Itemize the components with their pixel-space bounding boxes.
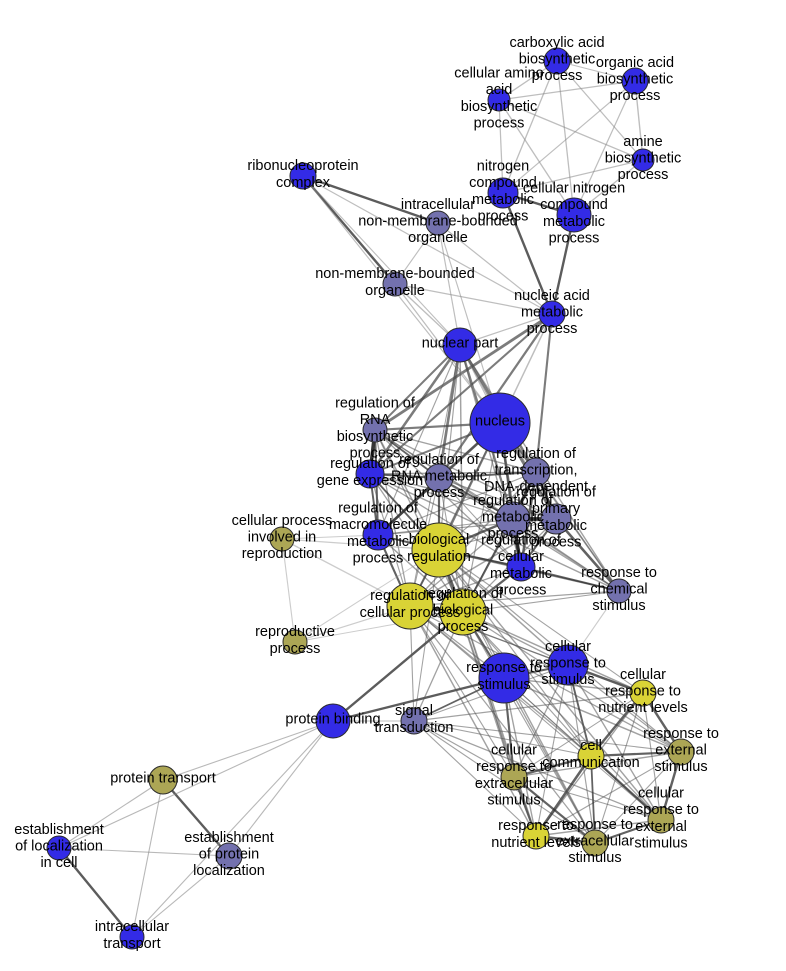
svg-text:chemical: chemical [590,582,647,598]
svg-text:process: process [270,641,321,657]
svg-text:regulation of: regulation of [338,501,419,517]
svg-text:metabolic: metabolic [490,566,552,582]
svg-text:of localization: of localization [15,839,103,855]
svg-text:process: process [618,167,669,183]
svg-text:reproductive: reproductive [255,624,335,640]
svg-text:localization: localization [193,863,265,879]
svg-text:intracellular: intracellular [401,197,475,213]
svg-text:metabolic: metabolic [482,510,544,526]
svg-text:response to: response to [623,802,699,818]
svg-text:extracellular: extracellular [556,834,634,850]
svg-text:nucleic acid: nucleic acid [514,288,590,304]
svg-text:response to: response to [476,759,552,775]
svg-text:stimulus: stimulus [592,598,645,614]
svg-text:cellular: cellular [620,667,666,683]
svg-text:nucleus: nucleus [475,414,525,430]
svg-text:biological: biological [409,532,469,548]
svg-text:process: process [527,321,578,337]
svg-text:metabolic: metabolic [521,305,583,321]
svg-text:response to: response to [530,656,606,672]
svg-text:transcription,: transcription, [494,463,577,479]
svg-text:protein binding: protein binding [285,712,380,728]
svg-text:stimulus: stimulus [654,759,707,775]
svg-text:stimulus: stimulus [568,850,621,866]
svg-text:nutrient levels: nutrient levels [598,700,687,716]
svg-text:amine: amine [623,134,663,150]
svg-text:stimulus: stimulus [541,672,594,688]
svg-text:of protein: of protein [199,847,259,863]
svg-text:biosynthetic: biosynthetic [597,72,674,88]
svg-text:cellular: cellular [491,743,537,759]
svg-text:metabolic: metabolic [543,214,605,230]
svg-text:organic acid: organic acid [596,55,674,71]
svg-text:reproduction: reproduction [242,546,323,562]
svg-text:intracellular: intracellular [95,919,169,935]
svg-text:nuclear part: nuclear part [422,336,499,352]
svg-text:regulation of: regulation of [496,446,577,462]
svg-text:process: process [438,619,489,635]
svg-text:ribonucleoprotein: ribonucleoprotein [247,158,358,174]
svg-text:signal: signal [395,703,433,719]
svg-text:regulation of: regulation of [473,493,554,509]
svg-text:cellular nitrogen: cellular nitrogen [523,181,625,197]
svg-text:nitrogen: nitrogen [477,159,529,175]
svg-text:protein transport: protein transport [110,771,216,787]
svg-text:external: external [655,743,707,759]
svg-text:regulation of: regulation of [481,533,562,549]
svg-text:transduction: transduction [375,720,454,736]
svg-text:biosynthetic: biosynthetic [461,99,538,115]
svg-text:response to: response to [557,817,633,833]
svg-text:transport: transport [103,936,160,952]
svg-text:stimulus: stimulus [477,677,530,693]
svg-text:response to: response to [581,565,657,581]
svg-text:cellular: cellular [638,786,684,802]
svg-text:metabolic: metabolic [347,534,409,550]
svg-text:external: external [635,819,687,835]
svg-text:biosynthetic: biosynthetic [605,151,682,167]
svg-text:regulation of: regulation of [423,586,504,602]
svg-text:non-membrane-bounded: non-membrane-bounded [358,214,518,230]
svg-text:organelle: organelle [408,230,468,246]
svg-text:RNA metabolic: RNA metabolic [391,469,487,485]
svg-text:extracellular: extracellular [475,776,553,792]
svg-text:establishment: establishment [14,822,103,838]
svg-text:regulation: regulation [407,549,471,565]
svg-text:cell: cell [580,738,602,754]
svg-text:in cell: in cell [40,855,77,871]
svg-text:biological: biological [433,603,493,619]
svg-text:involved in: involved in [248,530,317,546]
svg-text:non-membrane-bounded: non-membrane-bounded [315,266,475,282]
svg-text:process: process [414,485,465,501]
svg-text:establishment: establishment [184,830,273,846]
svg-text:cellular: cellular [545,639,591,655]
svg-text:response to: response to [643,726,719,742]
svg-text:cellular: cellular [498,549,544,565]
svg-text:process: process [610,88,661,104]
svg-text:RNA: RNA [360,412,391,428]
svg-text:stimulus: stimulus [487,793,540,809]
svg-text:carboxylic acid: carboxylic acid [509,35,604,51]
svg-text:stimulus: stimulus [634,836,687,852]
svg-text:compound: compound [540,197,608,213]
svg-text:organelle: organelle [365,283,425,299]
svg-text:regulation of: regulation of [335,396,416,412]
svg-text:complex: complex [276,175,331,191]
svg-text:biosynthetic: biosynthetic [337,429,414,445]
svg-text:regulation of: regulation of [399,452,480,468]
svg-text:process: process [474,116,525,132]
svg-text:response to: response to [605,684,681,700]
svg-text:process: process [496,583,547,599]
svg-text:macromolecule: macromolecule [329,517,427,533]
svg-text:communication: communication [542,755,640,771]
svg-text:acid: acid [486,82,513,98]
svg-text:process: process [549,231,600,247]
svg-text:cellular process: cellular process [232,513,333,529]
svg-text:process: process [353,551,404,567]
svg-text:cellular amino: cellular amino [454,66,543,82]
